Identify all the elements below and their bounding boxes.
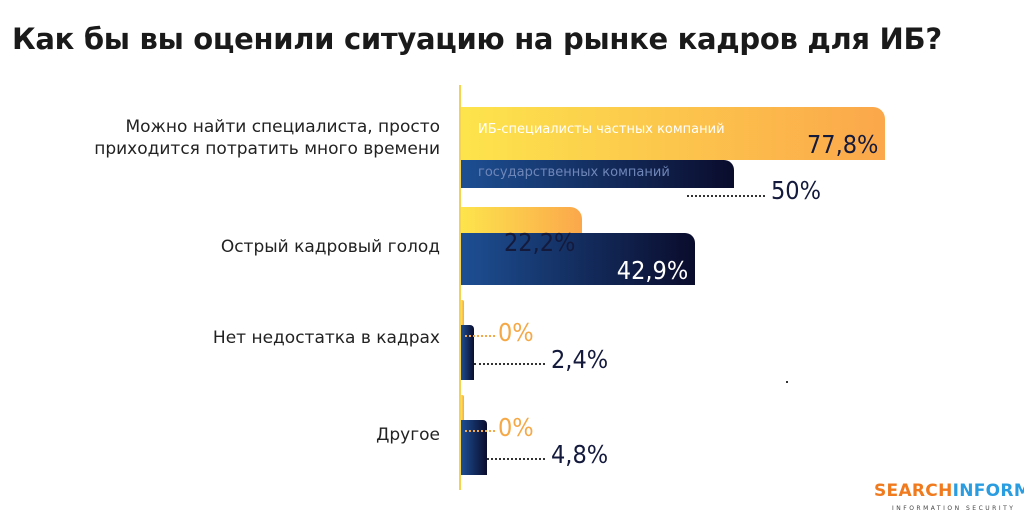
value-label-private: 0% <box>498 413 534 442</box>
searchinform-logo: SEARCHINFORM <box>874 481 1024 501</box>
category-label: Другое <box>40 424 440 446</box>
category-label-line: Острый кадровый голод <box>220 237 440 257</box>
legend-government: государственных компаний <box>478 165 670 180</box>
category-label-line: Другое <box>376 425 440 445</box>
category-label: Можно найти специалиста, просто приходитс… <box>40 116 440 160</box>
decorative-dot <box>786 381 788 383</box>
value-label-government: 4,8% <box>551 440 609 469</box>
value-label-government: 42,9% <box>616 256 689 285</box>
category-label-line: Можно найти специалиста, просто <box>125 117 440 137</box>
leader-line <box>474 363 545 365</box>
category-label: Острый кадровый голод <box>40 236 440 258</box>
value-label-private: 0% <box>498 318 534 347</box>
leader-line <box>465 430 495 432</box>
category-label: Нет недостатка в кадрах <box>40 327 440 349</box>
bar-government <box>461 420 488 475</box>
bar-government <box>461 325 475 380</box>
leader-line <box>487 458 545 460</box>
leader-line <box>687 195 765 197</box>
bar-government <box>461 233 695 285</box>
y-axis-line <box>459 85 461 490</box>
bar-government <box>461 160 734 188</box>
value-label-private: 22,2% <box>503 228 576 257</box>
chart-title: Как бы вы оценили ситуацию на рынке кадр… <box>12 22 942 56</box>
value-label-private: 77,8% <box>807 130 879 159</box>
value-label-government: 50% <box>771 176 821 205</box>
value-label-government: 2,4% <box>551 345 609 374</box>
category-label-line: Нет недостатка в кадрах <box>212 328 440 348</box>
leader-line <box>465 335 495 337</box>
category-label-line: приходится потратить много времени <box>94 139 440 159</box>
legend-private: ИБ-специалисты частных компаний <box>478 122 725 137</box>
bar-private <box>461 107 885 160</box>
logo-tagline: INFORMATION SECURITY <box>892 505 1016 512</box>
